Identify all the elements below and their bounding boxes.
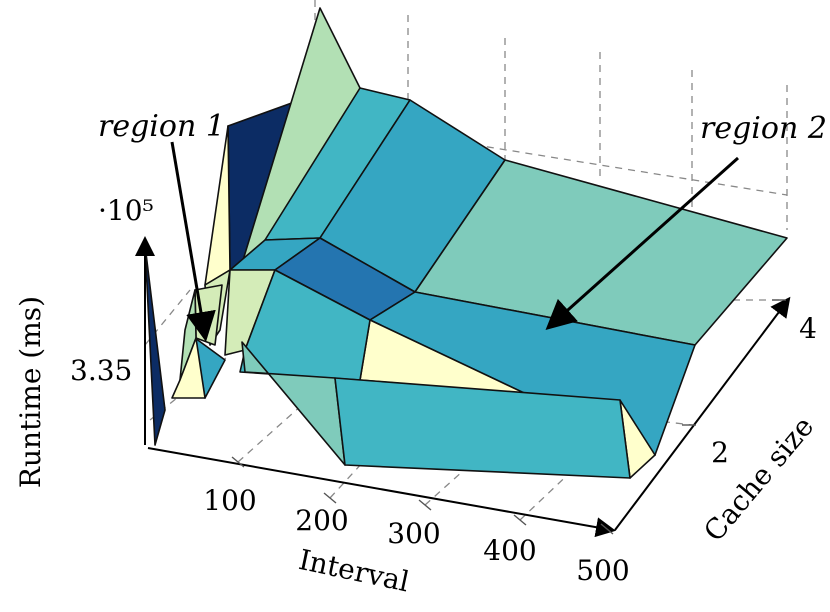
- surface-patch: [144, 244, 166, 446]
- z-scale-label: ·10⁵: [98, 194, 154, 227]
- region2-arrow: [545, 156, 739, 330]
- z-tick-label: 3.35: [70, 354, 132, 387]
- x-axis-title: Interval: [296, 543, 412, 599]
- axes: [135, 236, 791, 538]
- surface-patch: [171, 337, 206, 399]
- tick-marks: [231, 299, 786, 535]
- x-tick-mark: [231, 456, 245, 468]
- y-axis: [614, 296, 791, 531]
- region1-label: region 1: [98, 109, 225, 144]
- x-tick-mark: [418, 499, 432, 511]
- y-tick-label: 4: [799, 312, 817, 345]
- x-tick-label: 400: [483, 534, 536, 567]
- y-tick-label: 2: [711, 436, 729, 469]
- x-axis: [147, 447, 616, 538]
- y-axis-title: Cache size: [697, 410, 820, 548]
- x-tick-label: 100: [203, 484, 256, 517]
- region2-label: region 2: [700, 111, 827, 146]
- surface-patch: [204, 125, 231, 286]
- z-axis-title: Runtime (ms): [14, 296, 47, 488]
- x-tick-label: 200: [295, 504, 348, 537]
- x-tick-mark: [600, 523, 614, 535]
- surface: [144, 7, 788, 479]
- x-tick-label: 500: [576, 554, 629, 587]
- region1-arrow: [170, 141, 216, 342]
- surface-patch: [334, 377, 631, 479]
- x-tick-mark: [513, 514, 527, 526]
- x-tick-mark: [323, 492, 337, 504]
- x-tick-label: 300: [387, 517, 440, 550]
- annotations: [170, 141, 739, 342]
